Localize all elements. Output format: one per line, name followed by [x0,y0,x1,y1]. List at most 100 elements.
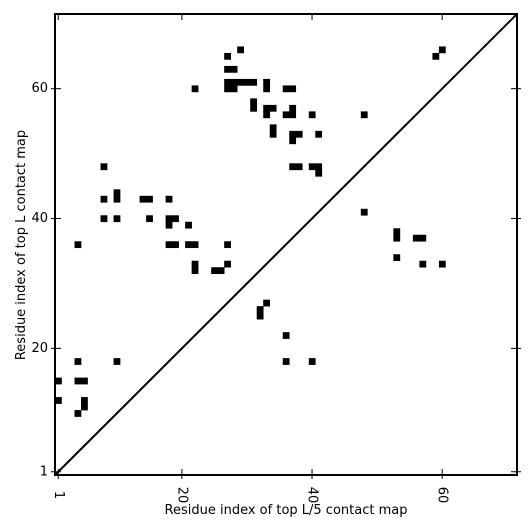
contact-cell-top-l [256,306,264,313]
contact-cell-top-l [74,241,82,249]
contact-cell-top-l5 [419,260,427,268]
contact-cell-top-l [237,46,245,54]
contact-cell-top-l [191,260,199,268]
y-tick-label: 60 [31,81,48,96]
contact-cell-top-l5 [419,234,427,242]
contact-cell-top-l [269,104,277,112]
contact-cell-top-l [224,241,231,249]
contact-cell-top-l [113,189,121,197]
contact-cell-top-l [237,78,245,86]
contact-cell-top-l [308,163,316,171]
contact-cell-top-l [172,241,179,249]
contact-cell-top-l5 [393,234,401,242]
contact-cell-top-l [230,85,238,93]
contact-cells [55,46,446,417]
contact-cell-top-l [250,104,258,112]
contact-cell-top-l [74,377,82,385]
contact-cell-top-l [295,130,303,138]
contact-cell-top-l [289,111,297,119]
y-tick-label: 40 [31,211,48,226]
contact-cell-top-l [172,215,179,223]
contact-cell-top-l5 [393,228,401,236]
contact-cell-top-l5 [432,52,440,60]
contact-cell-top-l [55,377,62,385]
contact-cell-top-l [295,163,303,171]
x-axis-title: Residue index of top L/5 contact map [165,503,408,518]
contact-cell-top-l [113,215,121,223]
axis-ticks: 1 20 40 60 1 20 40 60 [31,14,521,503]
contact-cell-top-l [211,267,218,275]
contact-cell-top-l [282,111,290,119]
contact-cell-top-l [113,358,121,365]
contact-cell-top-l [263,85,271,93]
contact-cell-top-l [191,85,199,93]
contact-cell-top-l [74,358,82,365]
contact-cell-top-l [256,312,264,320]
contact-cell-top-l [263,104,271,112]
contact-cell-top-l [185,241,192,249]
contact-cell-top-l [224,85,231,93]
y-tick-label: 20 [31,341,48,356]
contact-cell-top-l [165,195,173,203]
x-tick-label: 1 [51,491,66,499]
contact-cell-top-l [165,221,173,229]
y-tick-label: 1 [40,464,48,479]
x-tick-label: 40 [305,487,320,504]
contact-cell-top-l [230,65,238,73]
contact-cell-top-l [289,163,297,171]
contact-cell-top-l [139,195,147,203]
contact-cell-top-l [185,221,192,229]
contact-cell-top-l [289,85,297,93]
contact-cell-top-l [100,195,108,203]
contact-cell-top-l [224,65,231,73]
contact-cell-top-l [269,124,277,132]
contact-cell-top-l [191,241,199,249]
contact-cell-top-l [315,163,323,171]
contact-cell-top-l5 [438,46,446,54]
contact-cell-top-l [289,104,297,112]
contact-cell-top-l5 [438,260,446,268]
contact-cell-top-l [74,410,82,417]
x-tick-label: 20 [174,487,189,504]
contact-cell-top-l [217,267,225,275]
contact-cell-top-l [250,78,258,86]
contact-cell-top-l [282,332,290,339]
plot-frame [54,13,518,476]
contact-cell-top-l [146,215,153,223]
contact-cell-top-l [250,98,258,106]
contact-cell-top-l [146,195,153,203]
contact-cell-top-l5 [393,254,401,262]
contact-cell-top-l [263,78,271,86]
contact-cell-top-l [230,78,238,86]
contact-cell-top-l [224,52,231,60]
contact-cell-top-l [81,377,88,385]
contact-cell-top-l5 [412,234,420,242]
contact-cell-top-l [224,78,231,86]
contact-cell-top-l [100,163,108,171]
contact-cell-top-l [165,215,173,223]
contact-cell-top-l [55,397,62,404]
contact-cell-top-l [282,85,290,93]
contact-cell-top-l [308,358,316,365]
diagonal-line [54,13,518,476]
contact-cell-top-l [282,358,290,365]
contact-cell-top-l5 [360,208,368,216]
contact-cell-top-l [269,130,277,138]
contact-cell-top-l [81,403,88,411]
contact-cell-top-l [315,130,323,138]
x-tick-label: 60 [435,487,450,504]
contact-cell-top-l5 [360,111,368,119]
contact-cell-top-l [263,111,271,119]
contact-cell-top-l [243,78,251,86]
contact-cell-top-l [263,299,271,307]
contact-cell-top-l [224,260,231,268]
y-axis-title: Residue index of top L contact map [14,130,29,360]
contact-cell-top-l [191,267,199,275]
contact-cell-top-l [113,195,121,203]
contact-cell-top-l [100,215,108,223]
contact-cell-top-l [289,130,297,138]
contact-cell-top-l [308,111,316,119]
contact-cell-top-l [165,241,173,249]
contact-cell-top-l [315,169,323,177]
